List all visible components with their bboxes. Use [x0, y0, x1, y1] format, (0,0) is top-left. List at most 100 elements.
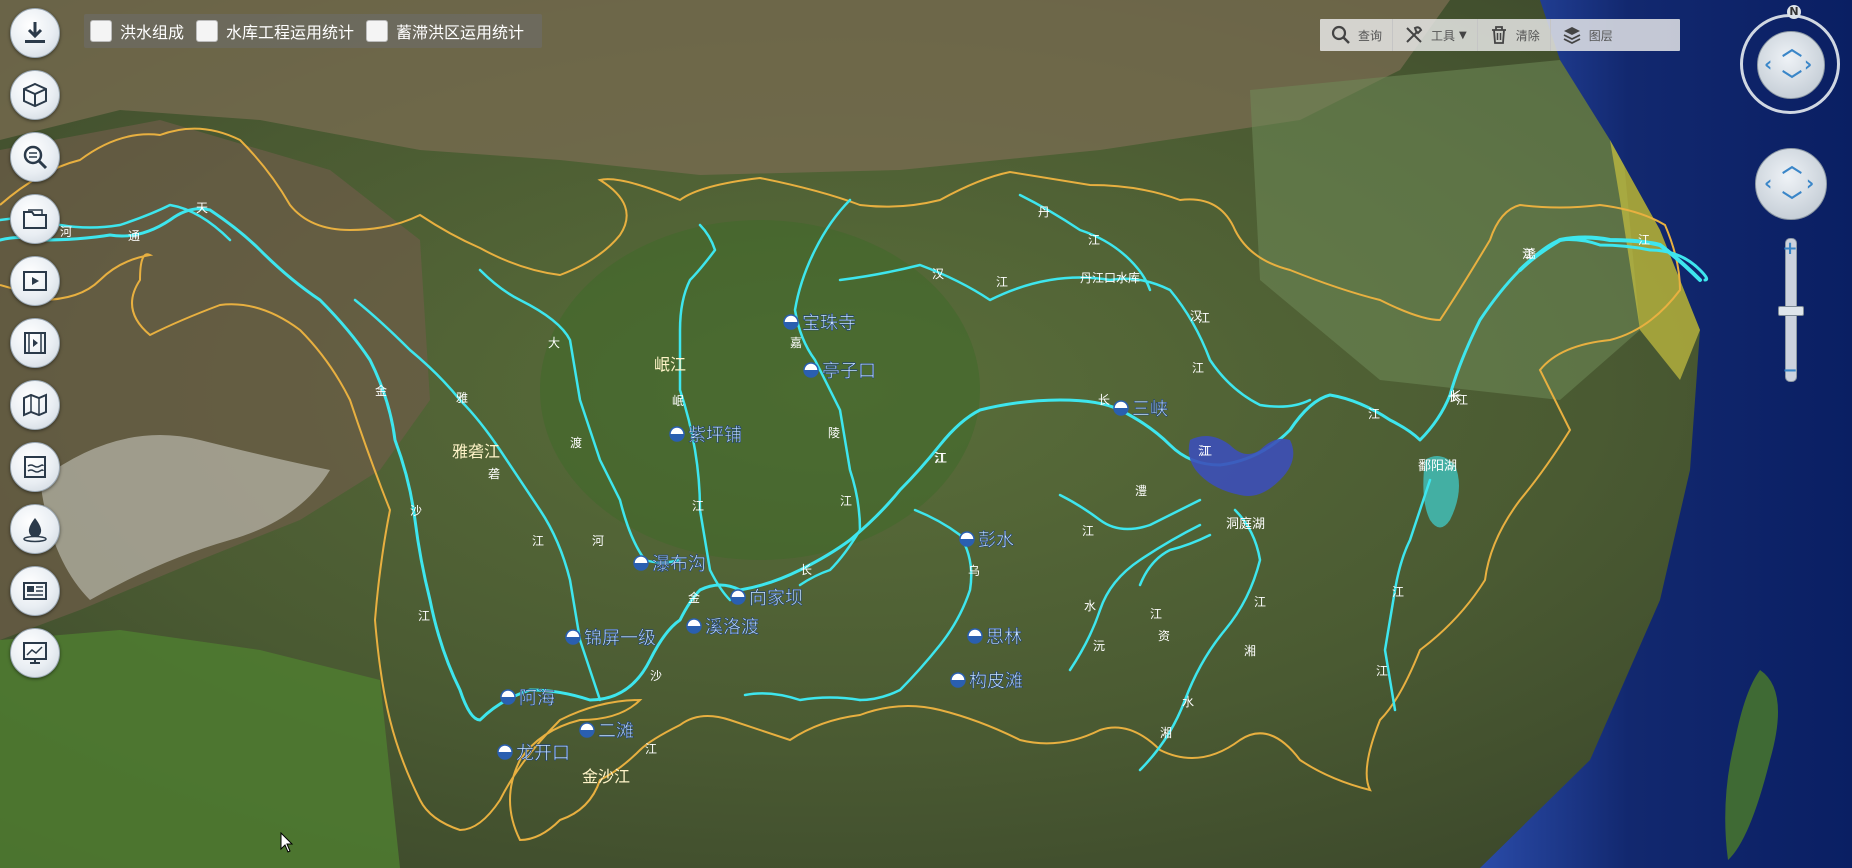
place-label: 雅砻江	[452, 442, 500, 461]
station-label[interactable]: 三峡	[1132, 399, 1169, 421]
river-xiang	[1138, 508, 1262, 772]
station-icon-half	[784, 322, 798, 329]
station-label[interactable]: 彭水	[978, 530, 1015, 552]
folder-button[interactable]	[10, 194, 60, 244]
checkbox-label: 水库工程运用统计	[226, 23, 355, 42]
station-icon-half	[634, 563, 648, 570]
river-char: 江	[1368, 407, 1380, 421]
compass-rotate-control[interactable]: ︿ ﹀ ‹ ›	[1757, 31, 1825, 99]
monitor-card-button[interactable]	[10, 566, 60, 616]
chevron-right-icon[interactable]: ›	[1806, 171, 1815, 195]
chevron-down-icon[interactable]: ﹀	[1782, 189, 1802, 213]
layers-icon	[1563, 27, 1581, 45]
river-jinsha	[0, 207, 1709, 722]
station-label[interactable]: 瀑布沟	[652, 554, 707, 576]
station-label[interactable]: 龙开口	[516, 743, 571, 765]
query-button[interactable]: 查询	[1320, 19, 1394, 51]
3d-view-button[interactable]	[10, 70, 60, 120]
station-marker[interactable]: 龙开口	[497, 743, 571, 765]
station-marker[interactable]: 二滩	[579, 721, 635, 743]
station-label[interactable]: 思林	[986, 627, 1023, 649]
place-label: 丹江口水库	[1080, 270, 1140, 285]
checkbox-detention-area-stats[interactable]: 蓄滞洪区运用统计	[366, 19, 524, 43]
tools-dropdown[interactable]: 工具 ▼	[1393, 19, 1478, 51]
layers-label: 图层	[1588, 28, 1613, 43]
chevron-left-icon[interactable]: ‹	[1764, 52, 1773, 76]
station-icon-half	[580, 730, 594, 737]
station-label[interactable]: 溪洛渡	[705, 617, 760, 639]
checkbox-label: 洪水组成	[120, 23, 185, 42]
download-icon	[25, 22, 45, 43]
river-char: 渡	[570, 435, 582, 450]
station-marker[interactable]: 紫坪铺	[669, 425, 743, 447]
screen-chart-button[interactable]	[10, 628, 60, 678]
place-label: 金沙江	[582, 767, 630, 786]
video-button[interactable]	[10, 256, 60, 306]
station-marker[interactable]: 构皮滩	[950, 671, 1024, 693]
checkbox-box[interactable]	[366, 20, 389, 42]
checkbox-label: 蓄滞洪区运用统计	[396, 23, 525, 42]
station-marker[interactable]: 向家坝	[730, 588, 804, 610]
river-char: 汉	[1190, 309, 1202, 323]
station-marker[interactable]: 亭子口	[803, 361, 877, 383]
station-label[interactable]: 二滩	[598, 721, 635, 743]
checkbox-box[interactable]	[196, 20, 219, 42]
station-marker[interactable]: 宝珠寺	[783, 313, 857, 335]
station-label[interactable]: 亭子口	[822, 361, 877, 383]
station-icon-half	[501, 697, 515, 704]
checkbox-box[interactable]	[90, 20, 112, 42]
place-labels: 岷江 雅砻江 金沙江 丹江口水库 洞庭湖 鄱阳湖	[452, 270, 1457, 786]
chevron-up-icon[interactable]: ︿	[1782, 36, 1802, 60]
water-level-button[interactable]	[10, 442, 60, 492]
station-marker[interactable]: 阿海	[500, 688, 556, 710]
pan-control[interactable]: ︿ ﹀ ‹ ›	[1755, 148, 1827, 220]
zoom-thumb[interactable]	[1778, 306, 1804, 316]
download-button[interactable]	[10, 8, 60, 58]
station-marker[interactable]: 三峡	[1113, 399, 1169, 421]
river-char: 河	[60, 225, 72, 239]
zoom-out-icon[interactable]: −	[1782, 360, 1798, 381]
station-marker[interactable]: 瀑布沟	[633, 554, 707, 576]
river-gan	[1383, 478, 1432, 712]
compass-ring[interactable]: N ︿ ﹀ ‹ ›	[1740, 5, 1840, 114]
film-button[interactable]	[10, 318, 60, 368]
station-label[interactable]: 构皮滩	[969, 671, 1024, 693]
clear-button[interactable]: 清除	[1478, 19, 1551, 51]
river-han	[838, 263, 1312, 408]
river-yalong	[353, 298, 602, 702]
river-char: 江	[1192, 361, 1204, 375]
checkbox-flood-composition[interactable]: 洪水组成	[90, 19, 184, 43]
basin-boundary	[0, 127, 1682, 842]
checkbox-reservoir-stats[interactable]: 水库工程运用统计	[196, 19, 354, 43]
station-label[interactable]: 宝珠寺	[802, 313, 857, 335]
map-button[interactable]	[10, 380, 60, 430]
water-drop-button[interactable]	[10, 504, 60, 554]
station-marker[interactable]: 锦屏一级	[565, 628, 657, 650]
chevron-down-icon[interactable]: ﹀	[1782, 68, 1802, 92]
station-marker[interactable]: 思林	[967, 627, 1023, 649]
zoom-slider[interactable]: + −	[1778, 238, 1804, 382]
snow-range	[40, 435, 330, 600]
river-yuan	[1068, 523, 1202, 672]
river-char: 江	[1392, 585, 1404, 599]
chevron-left-icon[interactable]: ‹	[1764, 171, 1773, 195]
station-label[interactable]: 阿海	[519, 688, 556, 710]
chevron-right-icon[interactable]: ›	[1804, 52, 1813, 76]
chevron-up-icon[interactable]: ︿	[1782, 153, 1802, 177]
station-marker[interactable]: 溪洛渡	[686, 617, 760, 639]
poyang-lake	[1423, 456, 1459, 528]
station-label[interactable]: 向家坝	[749, 588, 804, 610]
zoom-in-icon[interactable]: +	[1782, 238, 1798, 259]
layers-button[interactable]: 图层	[1551, 19, 1623, 51]
station-label[interactable]: 紫坪铺	[688, 425, 743, 447]
river-char: 江	[1088, 233, 1100, 247]
station-marker[interactable]: 彭水	[959, 530, 1015, 552]
map-icon	[23, 393, 47, 417]
zoom-search-button[interactable]	[10, 132, 60, 182]
river-dan	[1018, 193, 1152, 292]
river-char: 资	[1158, 629, 1170, 643]
station-label[interactable]: 锦屏一级	[584, 628, 657, 650]
river-char: 湘	[1244, 643, 1256, 658]
river-char: 湘	[1160, 725, 1172, 740]
